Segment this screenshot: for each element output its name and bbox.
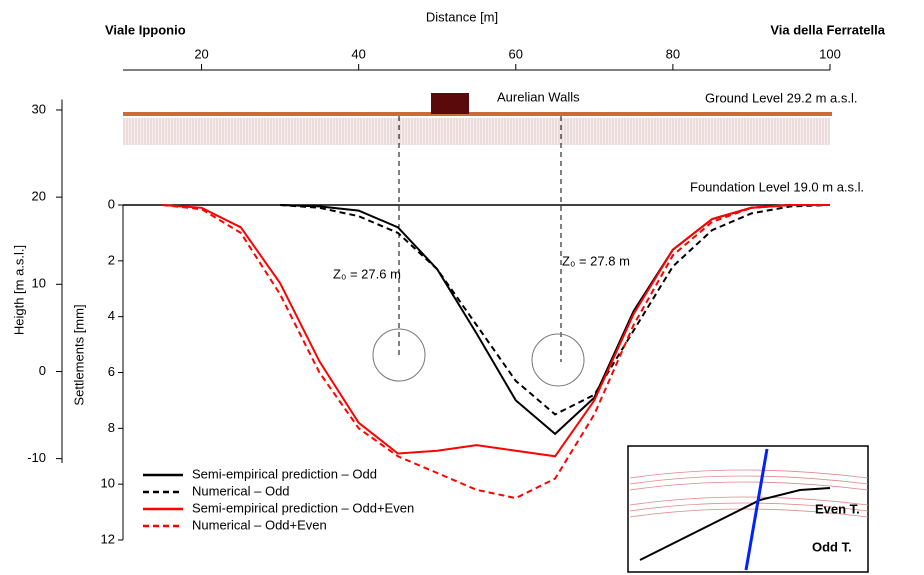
legend-label: Semi-empirical prediction – Odd: [192, 466, 377, 481]
foundation-label: Foundation Level 19.0 m a.s.l.: [690, 179, 864, 194]
chart: Distance [m] Viale Ipponio Via della Fer…: [0, 0, 924, 575]
legend-label: Semi-empirical prediction – Odd+Even: [192, 500, 414, 515]
legend-label: Numerical – Odd+Even: [192, 517, 327, 532]
ground-label: Ground Level 29.2 m a.s.l.: [705, 90, 857, 105]
depth-label: Z₀ = 27.8 m: [562, 253, 630, 268]
y2-tick-label: 8: [108, 420, 115, 435]
legend-label: Numerical – Odd: [192, 483, 290, 498]
inset-label: Odd T.: [812, 539, 852, 554]
depth-label: Z₀ = 27.6 m: [333, 266, 401, 281]
y-tick-label: 30: [32, 101, 46, 116]
soil-band: [123, 118, 830, 145]
tunnel: [532, 334, 584, 386]
wall: [431, 93, 469, 114]
x-tick-label: 40: [351, 46, 365, 61]
inset: Even T. Odd T.: [628, 446, 868, 572]
inset-label: Even T.: [815, 501, 860, 516]
x-tick-label: 80: [666, 46, 680, 61]
series-line: [162, 205, 830, 456]
y2-axis-title: Settlements [mm]: [71, 304, 86, 405]
y-axis-title: Heigth [m a.s.l.]: [11, 245, 26, 335]
y2-tick-label: 12: [101, 531, 115, 546]
y-tick-label: 20: [32, 189, 46, 204]
y2-tick-label: 0: [108, 196, 115, 211]
series-line: [280, 205, 830, 434]
y-tick-label: 0: [39, 363, 46, 378]
x-tick-label: 100: [819, 46, 841, 61]
street-label: Via della Ferratella: [770, 22, 885, 37]
x-tick-label: 60: [509, 46, 523, 61]
series-line: [280, 205, 830, 414]
street-label: Viale Ipponio: [105, 22, 186, 37]
y2-tick-label: 4: [108, 308, 115, 323]
walls-label: Aurelian Walls: [497, 89, 580, 104]
y2-tick-label: 10: [101, 476, 115, 491]
x-tick-label: 20: [194, 46, 208, 61]
y2-tick-label: 2: [108, 252, 115, 267]
y-tick-label: 10: [32, 276, 46, 291]
y-tick-label: -10: [27, 450, 46, 465]
x-axis-title: Distance [m]: [426, 9, 498, 24]
y2-tick-label: 6: [108, 364, 115, 379]
